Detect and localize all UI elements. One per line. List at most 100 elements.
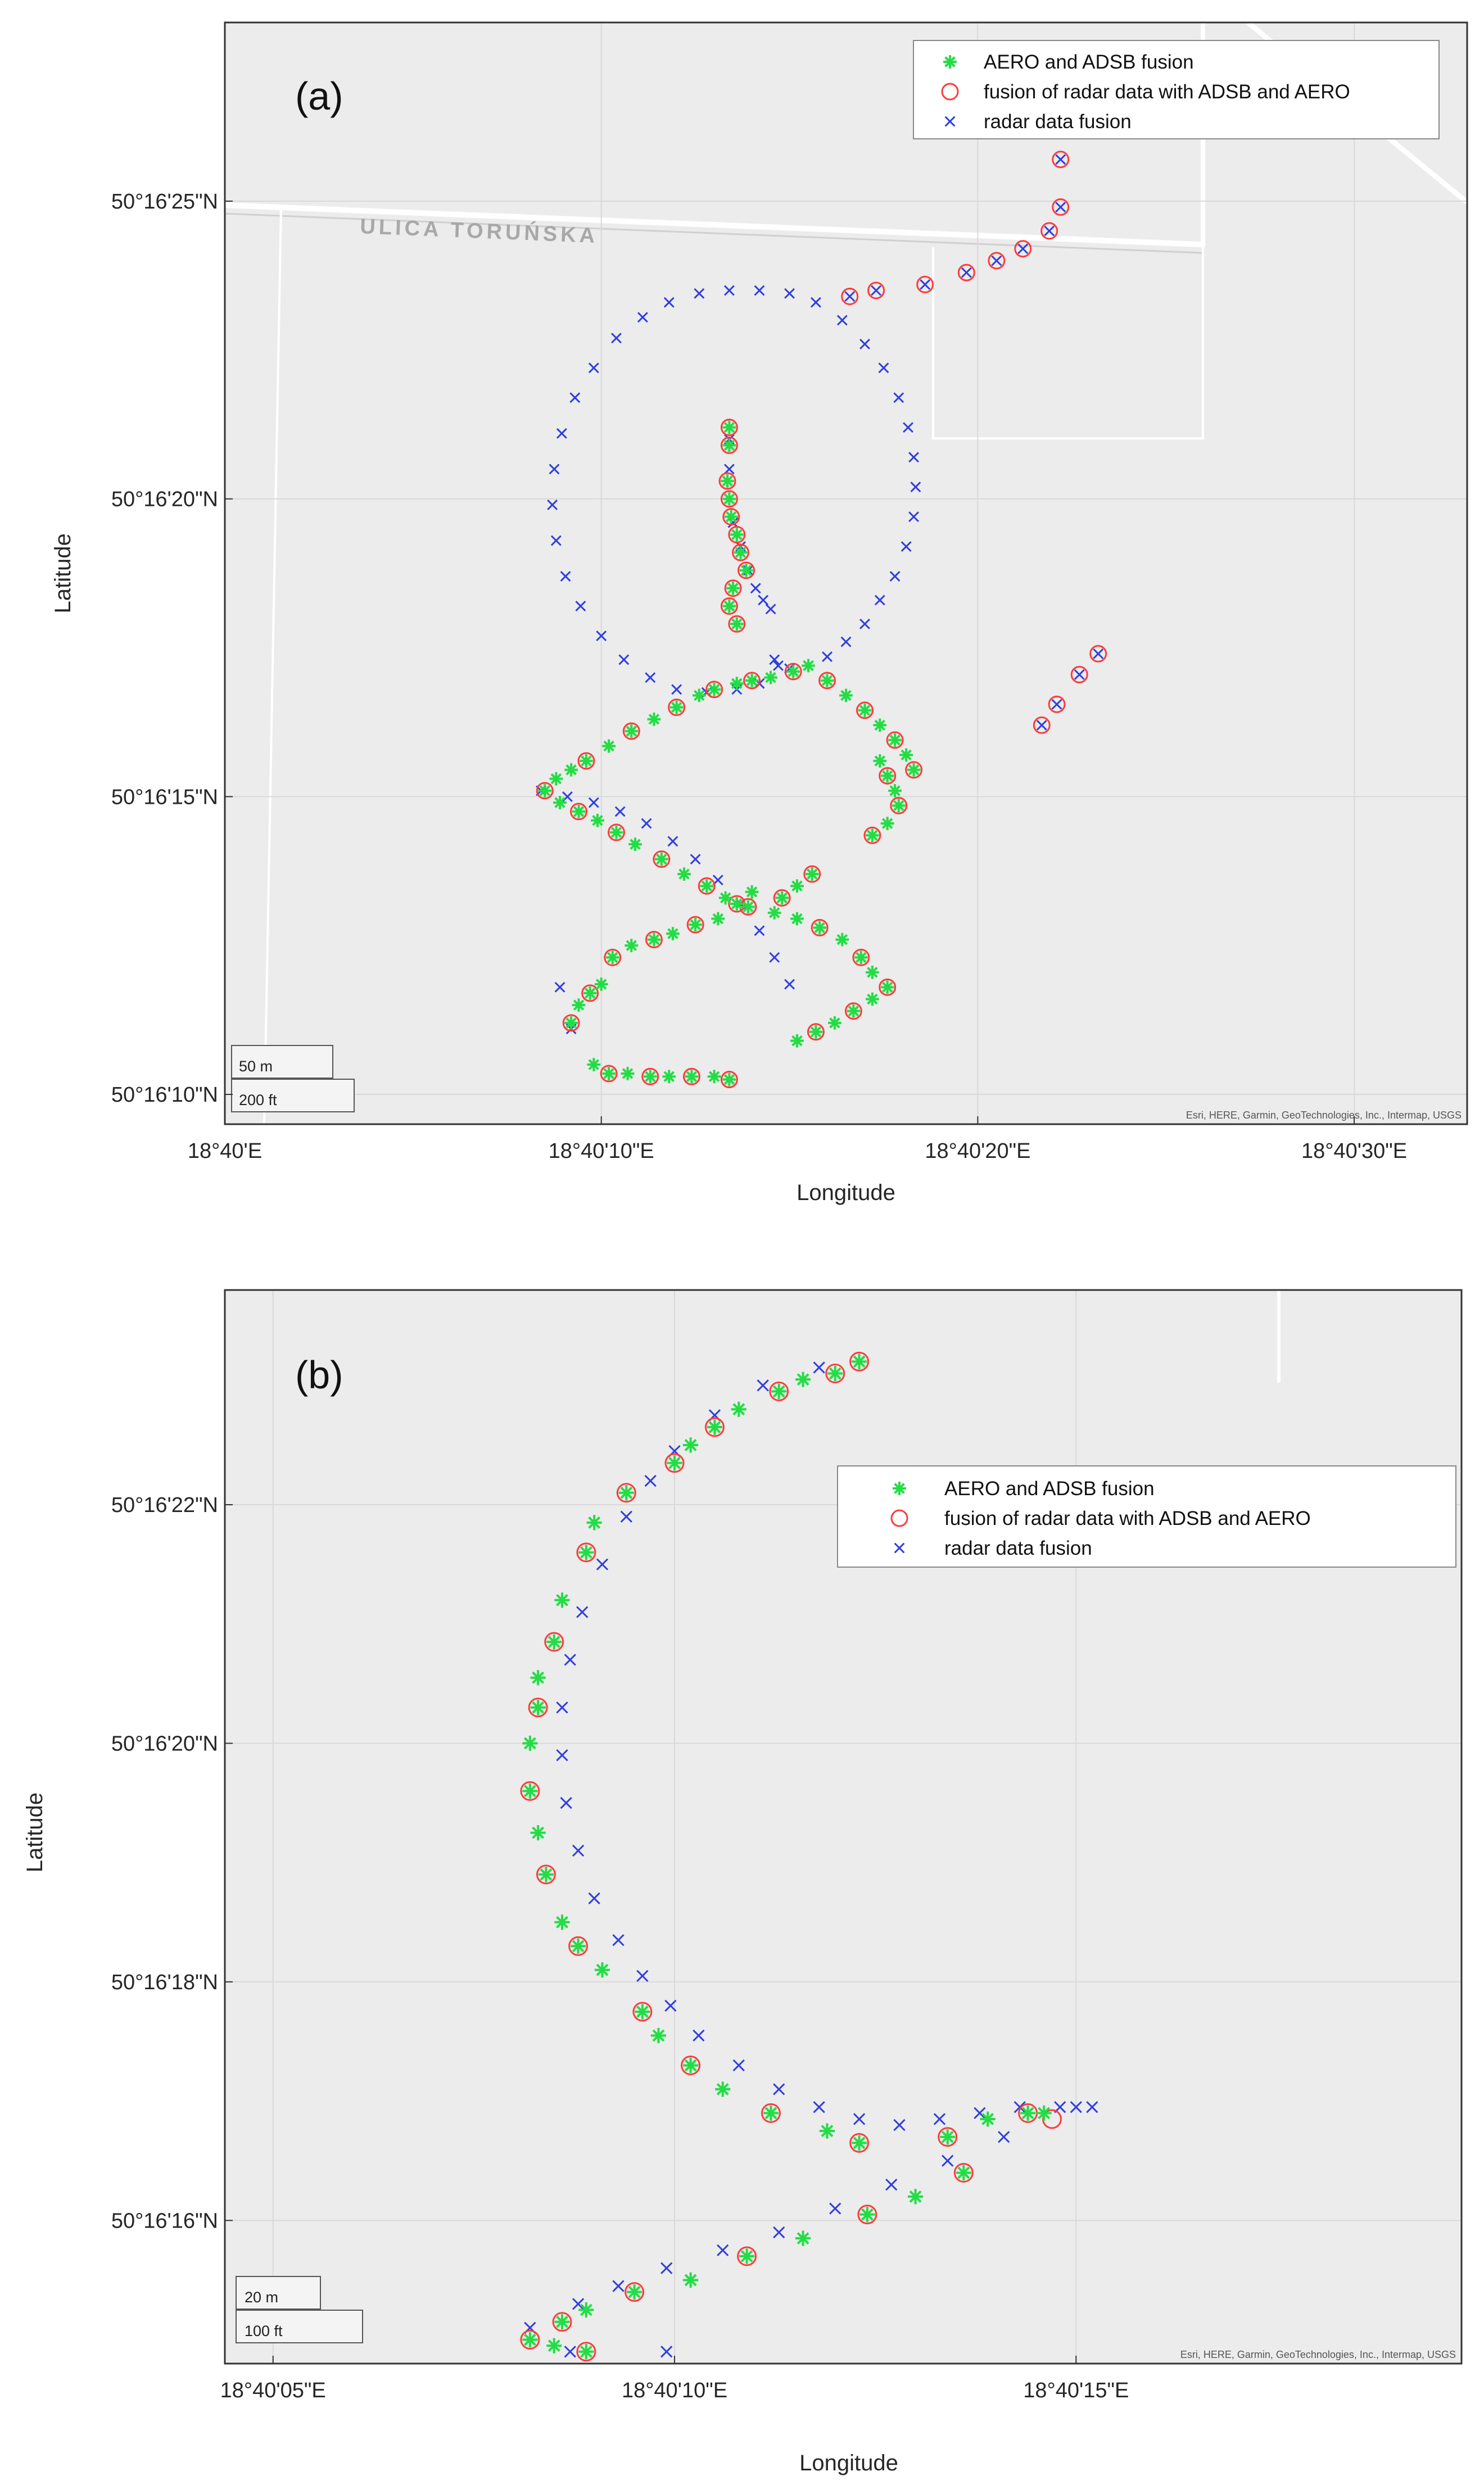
data-point-asterisk [647,712,661,726]
data-point-x [893,2119,906,2131]
data-point-x [859,618,870,630]
data-point-asterisk [554,1592,570,1608]
data-point-circle [581,984,599,1002]
data-point-x [564,2346,576,2358]
data-point-asterisk [700,879,714,893]
data-point-asterisk [851,2135,867,2151]
data-point-asterisk [554,1914,570,1930]
data-point-asterisk [865,829,879,843]
data-point-asterisk [880,769,894,783]
data-point-x [637,311,648,323]
data-point-circle [668,698,686,716]
data-point-circle [625,2282,645,2302]
series-asterisk [538,420,921,1087]
data-point-circle [720,597,738,615]
y-tick-label: 50°16'15"N [111,785,218,809]
data-point-asterisk [809,1025,823,1039]
data-point-circle [738,562,755,580]
data-point-asterisk [682,1437,699,1453]
data-point-asterisk [741,900,755,914]
data-point-x [903,422,913,433]
data-point-asterisk [553,795,567,809]
data-point-asterisk [618,1485,634,1501]
data-point-x [1055,201,1066,212]
panel-b-legend[interactable]: AERO and ADSB fusion fusion of radar dat… [837,1465,1456,1568]
data-point-circle [1052,198,1070,216]
y-tick-label: 50°16'25"N [111,190,218,214]
data-point-asterisk [522,2332,538,2348]
data-point-asterisk [726,581,740,595]
panel-a-legend[interactable]: AERO and ADSB fusion fusion of radar dat… [913,40,1440,139]
data-point-asterisk [802,659,815,673]
y-tick-label: 50°16'10"N [111,1083,218,1107]
data-point-asterisk [530,1825,546,1841]
data-point-asterisk [730,617,744,631]
data-point-asterisk [790,879,804,893]
data-point-asterisk [580,754,593,768]
data-point-x [961,267,972,278]
data-point-x [620,1510,632,1523]
data-point-x [636,1970,649,1982]
data-point-x [671,684,682,695]
data-point-circle [718,472,736,490]
data-point-x [933,2113,946,2125]
data-point-circle [807,1023,825,1041]
data-point-circle [570,803,588,821]
data-point-x [554,981,565,993]
data-point-circle [905,761,923,779]
data-point-circle [849,1351,870,1371]
data-point-x [667,836,678,847]
data-point-x [750,583,761,594]
x-tick-label: 18°40'05"E [220,2379,326,2402]
data-point-x [1093,648,1104,659]
data-point-x [784,288,795,299]
data-point-asterisk [625,724,639,738]
data-point-x [660,2262,673,2274]
data-point-x [611,333,622,343]
data-point-x [550,535,562,546]
data-point-asterisk [666,927,680,940]
data-point-circle [722,508,740,526]
data-point-circle [857,2205,877,2225]
data-point-circle [811,918,829,936]
data-point-x [769,952,780,963]
data-point-asterisk [771,1383,787,1399]
data-point-asterisk [682,2057,699,2074]
panel-a-plot-area[interactable]: ULICA TORUŃSKA (a) AERO and ADSB fusion … [224,20,1469,1125]
panel-b-map-background [225,1290,1462,2364]
data-point-asterisk [813,921,827,935]
data-point-circle [607,823,625,841]
data-point-asterisk [980,2111,996,2127]
data-point-circle [1052,151,1070,169]
data-point-circle [867,282,885,300]
data-point-asterisk [790,912,804,926]
data-point-asterisk [795,1371,811,1387]
panel-b-plot-area[interactable]: (b) AERO and ADSB fusion fusion of radar… [224,1289,1463,2365]
data-point-asterisk [1036,2105,1052,2121]
legend-marker-x [944,116,956,127]
panel-b-y-tick-labels: 50°16'16"N 50°16'18"N 50°16'20"N 50°16'22"N [111,1493,233,2233]
data-point-x [572,2298,585,2310]
data-point-asterisk [711,912,725,926]
data-point-x [1014,2101,1026,2113]
svg-text:200 ft: 200 ft [239,1092,277,1108]
data-point-circle [856,701,874,719]
data-point-asterisk [538,1867,554,1882]
data-point-asterisk [564,763,578,777]
data-point-asterisk [583,986,597,1000]
data-point-asterisk [854,950,868,965]
data-point-asterisk [602,1067,616,1080]
data-point-circle [825,1364,845,1384]
data-point-circle [916,275,934,293]
data-point-x [612,2280,625,2292]
panel-b-points [520,1351,1098,2362]
data-point-circle [953,2162,974,2183]
data-point-asterisk [718,891,732,905]
data-point-circle [841,287,859,305]
data-point-x [556,1701,568,1714]
data-point-x [874,595,885,606]
data-point-asterisk [775,891,789,905]
data-point-asterisk [820,673,834,687]
data-point-x [998,2131,1010,2143]
data-point-asterisk [865,965,879,979]
